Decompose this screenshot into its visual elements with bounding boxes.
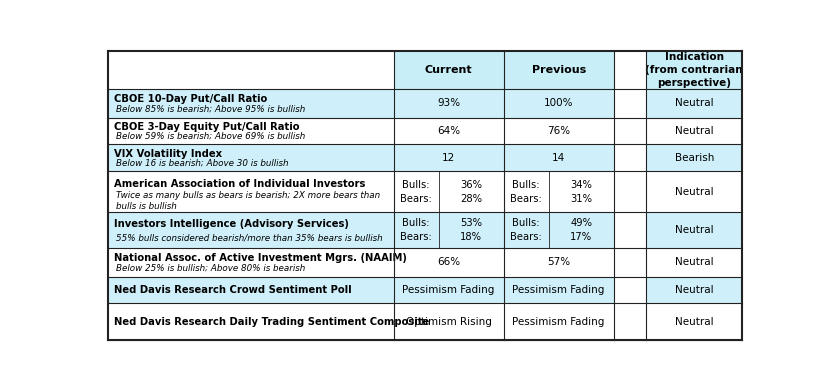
Text: Twice as many bulls as bears is bearish; 2X more bears than
bulls is bullish: Twice as many bulls as bears is bearish;… — [116, 190, 380, 211]
Bar — [109, 51, 393, 89]
Text: Below 25% is bullish; Above 80% is bearish: Below 25% is bullish; Above 80% is beari… — [116, 264, 305, 272]
Bar — [647, 89, 742, 118]
Text: Neutral: Neutral — [675, 187, 714, 197]
Text: Bulls:
Bears:: Bulls: Bears: — [510, 218, 542, 242]
Text: 93%: 93% — [437, 98, 460, 108]
Text: 36%
28%: 36% 28% — [460, 180, 482, 204]
Text: CBOE 10-Day Put/Call Ratio: CBOE 10-Day Put/Call Ratio — [114, 94, 267, 104]
Text: Neutral: Neutral — [675, 126, 714, 136]
Bar — [109, 89, 393, 118]
Bar — [647, 171, 742, 212]
Bar — [613, 248, 647, 277]
Bar — [504, 171, 613, 212]
Text: 34%
31%: 34% 31% — [570, 180, 592, 204]
Text: Bulls:
Bears:: Bulls: Bears: — [510, 180, 542, 204]
Text: Pessimism Fading: Pessimism Fading — [512, 317, 605, 327]
Text: 66%: 66% — [437, 257, 460, 267]
Bar — [504, 212, 613, 248]
Text: Ned Davis Research Crowd Sentiment Poll: Ned Davis Research Crowd Sentiment Poll — [114, 285, 351, 295]
Text: Bulls:
Bears:: Bulls: Bears: — [400, 218, 432, 242]
Bar — [393, 303, 504, 340]
Bar — [393, 212, 504, 248]
Bar — [504, 89, 613, 118]
Text: 57%: 57% — [547, 257, 570, 267]
Text: Previous: Previous — [531, 65, 586, 75]
Bar — [109, 277, 393, 303]
Bar — [647, 277, 742, 303]
Text: Investors Intelligence (Advisory Services): Investors Intelligence (Advisory Service… — [114, 219, 349, 229]
Text: Optimism Rising: Optimism Rising — [406, 317, 491, 327]
Text: Below 85% is bearish; Above 95% is bullish: Below 85% is bearish; Above 95% is bulli… — [116, 104, 305, 113]
Bar — [393, 89, 504, 118]
Text: CBOE 3-Day Equity Put/Call Ratio: CBOE 3-Day Equity Put/Call Ratio — [114, 122, 300, 132]
Bar — [613, 51, 647, 89]
Bar — [393, 277, 504, 303]
Text: 76%: 76% — [547, 126, 570, 136]
Text: Neutral: Neutral — [675, 285, 714, 295]
Bar — [647, 51, 742, 89]
Text: Bulls:
Bears:: Bulls: Bears: — [400, 180, 432, 204]
Bar — [647, 144, 742, 171]
Bar — [613, 118, 647, 144]
Text: 14: 14 — [552, 153, 565, 163]
Bar — [613, 171, 647, 212]
Bar — [109, 248, 393, 277]
Text: Indication
(from contrarian
perspective): Indication (from contrarian perspective) — [646, 52, 743, 88]
Text: Below 16 is bearish; Above 30 is bullish: Below 16 is bearish; Above 30 is bullish — [116, 159, 289, 168]
Bar — [613, 277, 647, 303]
Text: 64%: 64% — [437, 126, 460, 136]
Text: American Association of Individual Investors: American Association of Individual Inves… — [114, 180, 365, 190]
Bar — [393, 144, 504, 171]
Bar — [647, 248, 742, 277]
Bar — [504, 248, 613, 277]
Bar — [393, 171, 504, 212]
Bar — [613, 303, 647, 340]
Text: National Assoc. of Active Investment Mgrs. (NAAIM): National Assoc. of Active Investment Mgr… — [114, 253, 407, 263]
Bar — [613, 89, 647, 118]
Bar — [647, 303, 742, 340]
Text: Neutral: Neutral — [675, 317, 714, 327]
Bar — [504, 277, 613, 303]
Text: 55% bulls considered bearish/more than 35% bears is bullish: 55% bulls considered bearish/more than 3… — [116, 234, 383, 243]
Text: Neutral: Neutral — [675, 98, 714, 108]
Text: Current: Current — [425, 65, 472, 75]
Text: Pessimism Fading: Pessimism Fading — [512, 285, 605, 295]
Text: VIX Volatility Index: VIX Volatility Index — [114, 149, 222, 159]
Bar — [109, 212, 393, 248]
Bar — [504, 51, 613, 89]
Text: 100%: 100% — [544, 98, 574, 108]
Text: Below 59% is bearish; Above 69% is bullish: Below 59% is bearish; Above 69% is bulli… — [116, 132, 305, 141]
Bar — [109, 144, 393, 171]
Text: Ned Davis Research Daily Trading Sentiment Composite: Ned Davis Research Daily Trading Sentime… — [114, 317, 429, 327]
Bar — [393, 248, 504, 277]
Bar — [109, 171, 393, 212]
Text: Bearish: Bearish — [675, 153, 714, 163]
Bar — [393, 118, 504, 144]
Bar — [613, 212, 647, 248]
Bar — [393, 51, 504, 89]
Text: Neutral: Neutral — [675, 257, 714, 267]
Text: 53%
18%: 53% 18% — [460, 218, 482, 242]
Bar — [109, 303, 393, 340]
Bar — [647, 212, 742, 248]
Text: Neutral: Neutral — [675, 225, 714, 235]
Bar — [647, 118, 742, 144]
Bar — [109, 118, 393, 144]
Bar — [504, 144, 613, 171]
Bar — [613, 144, 647, 171]
Bar — [504, 118, 613, 144]
Text: 49%
17%: 49% 17% — [570, 218, 593, 242]
Text: 12: 12 — [442, 153, 455, 163]
Text: Pessimism Fading: Pessimism Fading — [403, 285, 495, 295]
Bar — [504, 303, 613, 340]
